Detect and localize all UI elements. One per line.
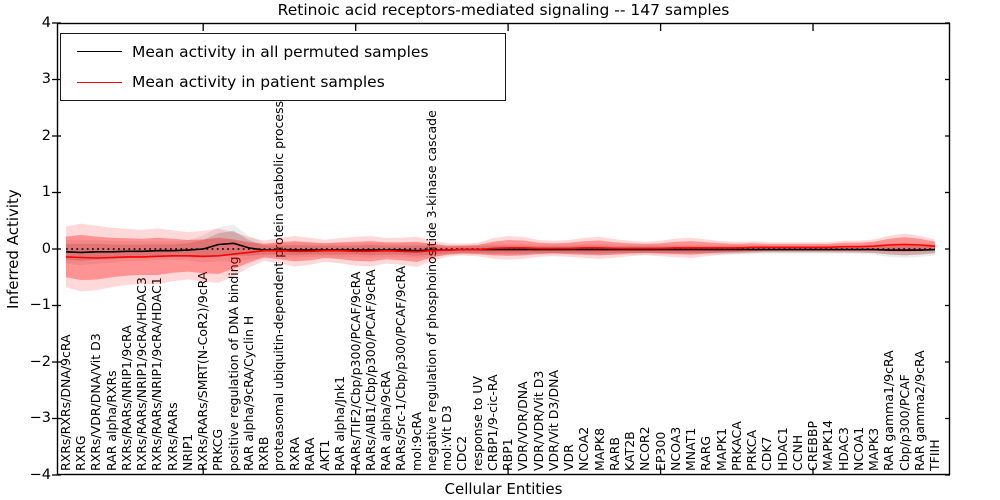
legend-label-patient: Mean activity in patient samples xyxy=(132,73,385,92)
legend-label-permuted: Mean activity in all permuted samples xyxy=(132,42,429,61)
y-tick-label: −4 xyxy=(29,466,51,483)
legend-item-patient: Mean activity in patient samples xyxy=(61,67,505,97)
y-tick-label: 4 xyxy=(41,14,51,31)
legend-line-red-icon xyxy=(77,81,122,83)
y-tick-label: 0 xyxy=(41,240,51,257)
x-axis-label: Cellular Entities xyxy=(444,480,563,498)
chart-title: Retinoic acid receptors-mediated signali… xyxy=(277,1,730,19)
legend-line-black-icon xyxy=(77,51,122,53)
y-tick-label: 2 xyxy=(41,127,51,144)
y-tick-label: −2 xyxy=(29,353,51,370)
y-tick-label: −1 xyxy=(29,297,51,313)
y-tick-label: 3 xyxy=(41,71,51,87)
legend: Mean activity in all permuted samples Me… xyxy=(60,33,506,101)
legend-item-permuted: Mean activity in all permuted samples xyxy=(61,37,505,67)
y-tick-label: 1 xyxy=(41,184,51,200)
y-tick-label: −3 xyxy=(29,410,51,426)
